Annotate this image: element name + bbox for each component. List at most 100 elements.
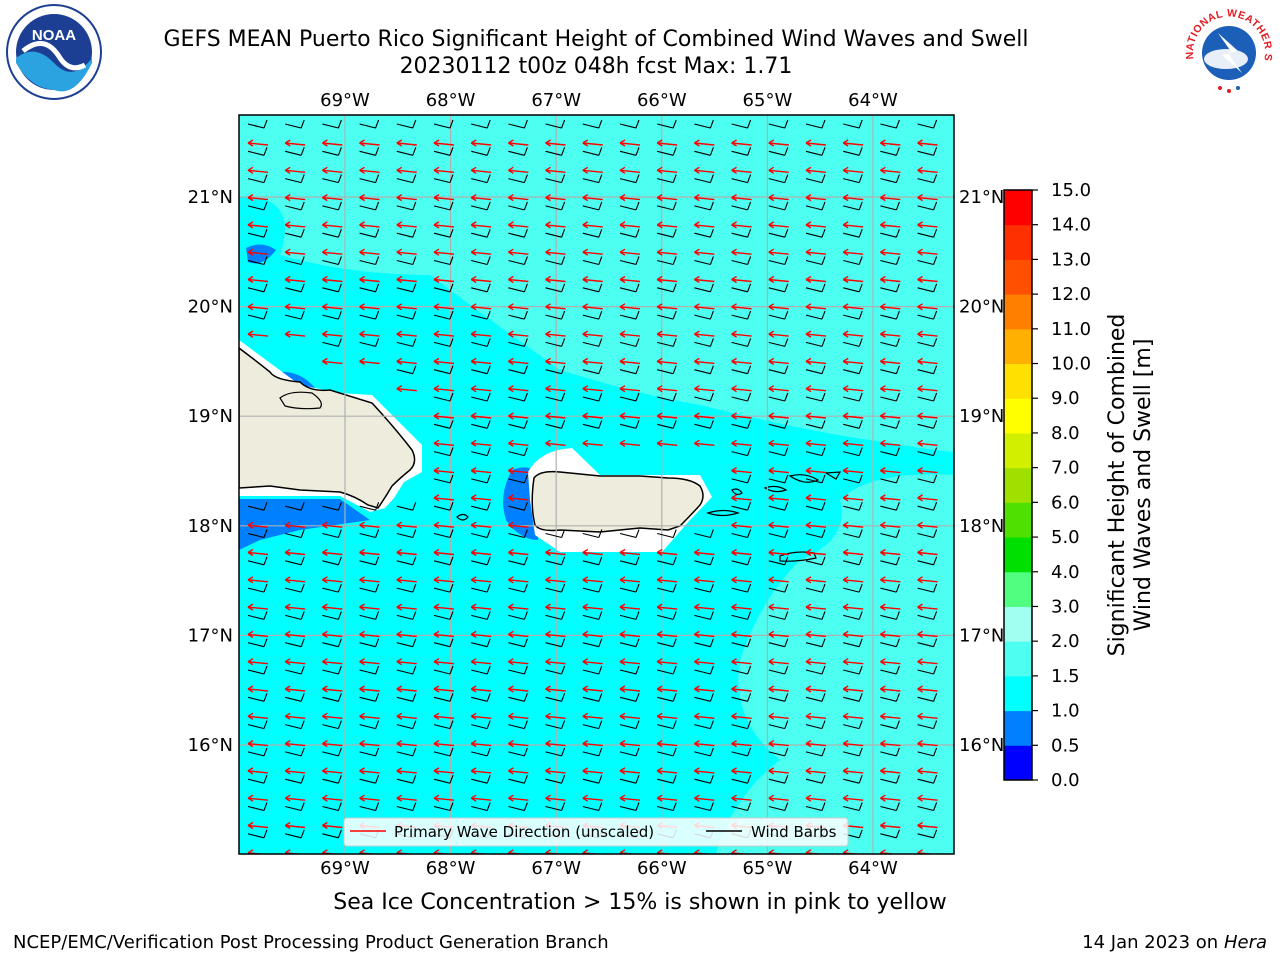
wave-arrow [619, 330, 641, 338]
wave-arrow [545, 303, 566, 311]
wind-barb [247, 611, 268, 620]
wave-arrow [508, 248, 529, 256]
wind-barb [694, 638, 714, 648]
wind-barb [545, 556, 566, 566]
wave-arrow [508, 412, 529, 420]
wind-barb [768, 611, 789, 620]
colorbar-segment [1004, 190, 1032, 226]
wind-barb [619, 256, 640, 266]
wave-arrow [396, 357, 417, 366]
wind-barb [545, 638, 566, 648]
wind-barb [545, 802, 566, 812]
wind-barb [247, 829, 268, 839]
wind-barb [768, 256, 789, 266]
wave-arrow [656, 658, 678, 666]
wind-barb [619, 420, 640, 429]
wave-arrow [545, 193, 566, 202]
wave-arrow [396, 521, 417, 529]
wave-arrow [917, 630, 938, 639]
wave-arrow [656, 385, 678, 393]
wave-arrow [880, 494, 901, 502]
wind-barb [322, 747, 342, 757]
wind-barb [768, 474, 789, 484]
wind-barb [247, 174, 268, 184]
wave-arrow [359, 767, 380, 775]
wind-barb [880, 802, 900, 812]
wave-arrow [359, 357, 380, 366]
wave-arrow [880, 330, 901, 338]
wind-barb [843, 720, 863, 730]
wave-arrow [470, 794, 492, 802]
colorbar-segment [1004, 606, 1032, 642]
wind-barb [582, 229, 603, 238]
wave-arrow [768, 330, 789, 338]
wave-arrow [805, 385, 827, 393]
wave-arrow [508, 221, 529, 229]
wind-barb [508, 583, 528, 593]
wind-barb [917, 256, 938, 266]
wave-arrow [731, 412, 752, 420]
wave-arrow [508, 466, 529, 475]
wind-barb [768, 147, 789, 156]
wind-barb [805, 283, 826, 293]
wave-arrow [805, 357, 827, 366]
map-vectors [247, 119, 938, 854]
colorbar-tick-label: 14.0 [1051, 215, 1091, 236]
wave-band-southeast [716, 474, 954, 854]
wind-barb [880, 365, 900, 375]
wave-arrow [582, 166, 603, 174]
wind-barb [322, 665, 342, 675]
wind-barb [359, 693, 380, 702]
wind-barb [322, 638, 342, 648]
wave-arrow [694, 385, 715, 393]
wave-arrow [731, 248, 752, 256]
wave-arrow [396, 193, 417, 202]
wind-barb [582, 392, 603, 402]
wave-arrow [396, 139, 417, 147]
island-st-thomas [763, 485, 788, 493]
wave-arrow [656, 739, 678, 748]
wave-arrow [842, 576, 864, 584]
wind-barb [508, 119, 528, 129]
footer-date-text: 14 Jan 2023 on [1082, 932, 1224, 953]
wave-arrow [470, 494, 492, 502]
wind-barb [508, 775, 528, 784]
wind-barb [619, 365, 640, 375]
colorbar-segment [1004, 328, 1032, 365]
lat-label-right: 17°N [959, 625, 1004, 646]
wind-barb [657, 638, 677, 648]
wave-arrow [619, 576, 641, 584]
wave-arrow [731, 221, 752, 229]
wave-arrow [917, 576, 938, 584]
wave-arrow [508, 439, 529, 447]
lon-label-bottom: 67°W [531, 858, 581, 879]
wave-arrow [396, 630, 417, 639]
lon-label-top: 68°W [426, 90, 476, 111]
wave-arrow [284, 630, 306, 639]
wind-barb [471, 147, 491, 156]
wind-barb [396, 283, 417, 293]
wave-arrow [545, 166, 566, 174]
wind-barb [731, 201, 752, 211]
wave-arrow [656, 193, 678, 202]
wave-arrow [842, 193, 864, 202]
wind-barb [508, 310, 528, 320]
wind-barb [619, 775, 640, 784]
wave-arrow [731, 739, 752, 748]
wind-barb [657, 556, 677, 566]
footer-host: Hera [1223, 932, 1267, 953]
colorbar-segment [1004, 432, 1032, 469]
wind-barb [285, 529, 305, 539]
wave-arrow [917, 685, 938, 693]
wind-barb [843, 529, 863, 539]
wind-barb [322, 201, 342, 211]
wave-arrow [842, 494, 864, 502]
wave-arrow [880, 821, 901, 830]
wave-arrow [247, 193, 269, 202]
wind-barb [694, 775, 714, 784]
wave-arrow [247, 739, 269, 748]
colorbar-tick-label: 0.0 [1051, 770, 1080, 791]
wave-arrow [396, 712, 417, 720]
wind-barb [322, 529, 342, 539]
colorbar-tick-label: 12.0 [1051, 284, 1091, 305]
